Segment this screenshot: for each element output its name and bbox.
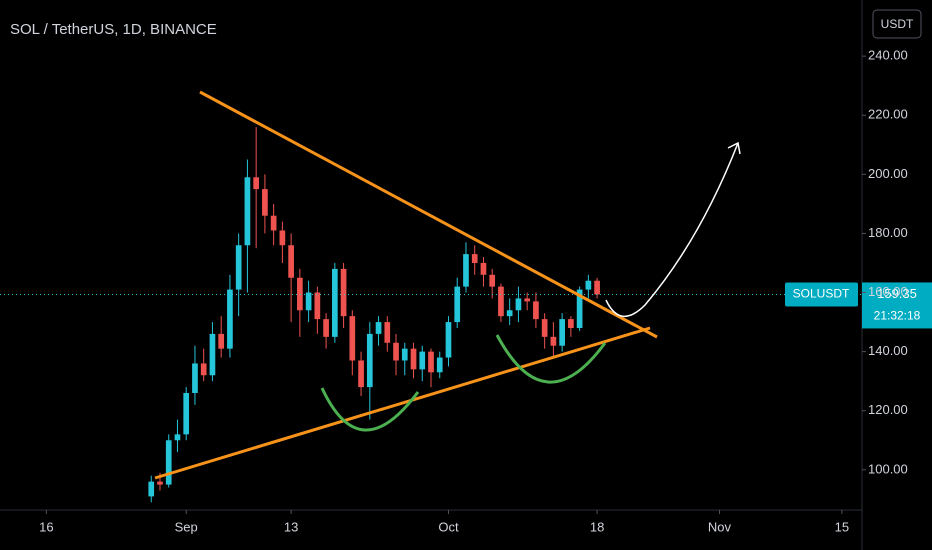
y-tick-label: 240.00 (868, 48, 908, 63)
last-price-label: 159.35 (877, 286, 917, 301)
candle-body (366, 333, 373, 388)
candle-body (270, 215, 277, 231)
cup-shape (320, 387, 420, 432)
candle-body (305, 292, 312, 311)
candle-body (480, 262, 487, 275)
candle-body (524, 298, 531, 302)
candle-body (288, 245, 294, 278)
candle-body (192, 363, 198, 393)
candle-body (218, 333, 225, 349)
candle-body (279, 230, 286, 246)
candle-body (533, 301, 539, 320)
y-tick-label: 100.00 (868, 461, 908, 476)
projection-arrow (605, 142, 739, 317)
price-box (862, 282, 932, 329)
candle-body (148, 481, 155, 497)
candle-body (314, 292, 321, 320)
candle-body (428, 351, 434, 373)
candle-body (253, 177, 259, 190)
candle-body (331, 268, 338, 337)
candle-body (594, 280, 600, 295)
countdown-label: 21:32:18 (874, 309, 921, 323)
candle-body (349, 316, 356, 361)
candle-body (235, 245, 242, 290)
candle-body (358, 360, 364, 388)
candle-body (340, 268, 347, 317)
candle-body (174, 434, 181, 441)
x-tick-label: 15 (835, 519, 849, 534)
candle-body (436, 357, 443, 373)
candle-body (498, 286, 504, 317)
arrow-head (727, 141, 741, 155)
candle-body (463, 254, 469, 287)
y-tick-label: 180.00 (868, 225, 908, 240)
x-tick-label: 16 (39, 519, 53, 534)
x-tick-label: Sep (175, 519, 198, 534)
y-tick-label: 220.00 (868, 107, 908, 122)
chart-title: SOL / TetherUS, 1D, BINANCE (10, 21, 217, 38)
y-tick-label: 200.00 (868, 166, 908, 181)
candle-body (541, 319, 548, 337)
resistance-line (199, 90, 658, 339)
currency-button[interactable] (872, 9, 922, 39)
candle-body (209, 333, 216, 376)
symbol-box (785, 282, 858, 307)
candle-body (200, 363, 207, 376)
candle-body (445, 322, 452, 358)
candle-body (384, 322, 391, 343)
candle-body (559, 319, 565, 346)
x-tick-label: 13 (284, 519, 298, 534)
candle-body (585, 280, 592, 290)
candle-body (401, 348, 408, 361)
candle-body (506, 310, 513, 317)
x-tick-label: 18 (590, 519, 604, 534)
candle-body (244, 177, 251, 246)
candle-body (165, 440, 172, 485)
candle-body (550, 336, 557, 346)
y-tick-label: 160.00 (868, 284, 908, 299)
candle-body (568, 319, 574, 328)
candle-body (515, 298, 522, 311)
candle-body (489, 274, 496, 287)
candle-body (157, 481, 163, 485)
candle-body (183, 392, 190, 435)
symbol-label: SOLUSDT (793, 287, 850, 301)
candle-body (410, 348, 417, 370)
candles (0, 127, 862, 503)
candle-body (393, 342, 399, 361)
candle-body (262, 189, 268, 216)
candle-body (419, 351, 426, 370)
candle-body (323, 319, 329, 337)
y-tick-label: 140.00 (868, 343, 908, 358)
candle-body (454, 286, 461, 323)
candle-body (227, 289, 233, 349)
currency-label[interactable]: USDT (881, 17, 914, 31)
y-tick-label: 120.00 (868, 402, 908, 417)
candle-body (576, 289, 583, 328)
last-price-box: SOLUSDT 159.35 21:32:18 (785, 282, 932, 329)
candle-body (375, 322, 382, 334)
cup-shape (495, 334, 607, 384)
x-tick-label: Nov (708, 519, 732, 534)
candle-body (471, 254, 478, 263)
support-line (154, 326, 651, 480)
candle-body (297, 277, 303, 311)
x-tick-label: Oct (438, 519, 459, 534)
